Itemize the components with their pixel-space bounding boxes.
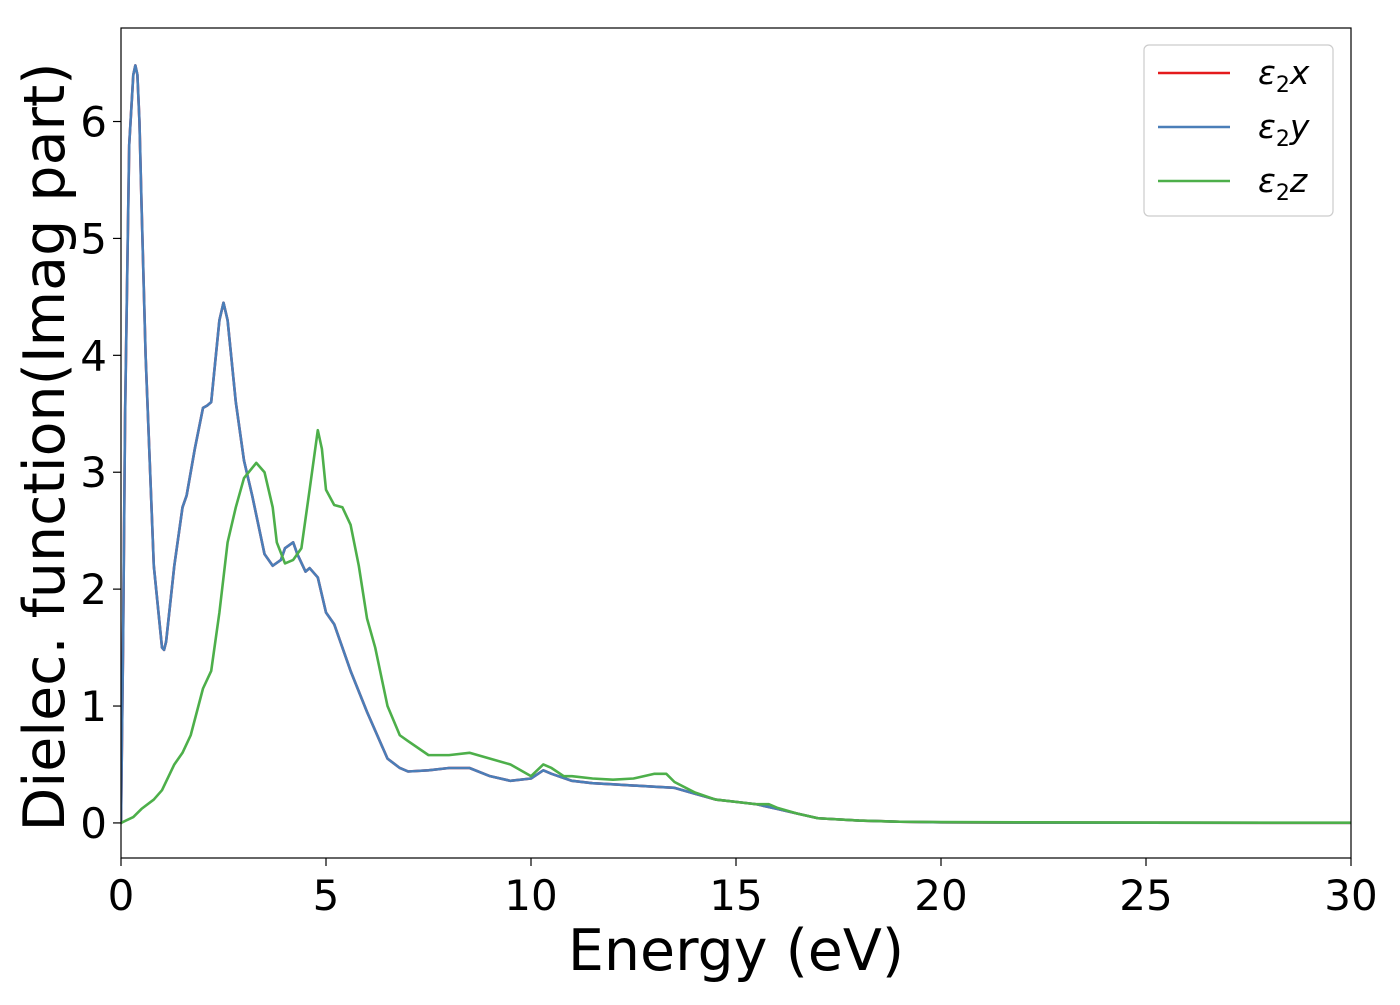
y-tick-label: 5 — [80, 214, 107, 263]
y-axis-title: Dielec. function(Imag part) — [12, 62, 78, 831]
legend-label-x: ε2x — [1258, 53, 1310, 98]
x-tick-label: 30 — [1324, 871, 1377, 920]
y-axis-ticks: 0 1 2 3 4 5 6 — [80, 98, 121, 848]
legend-label-z: ε2z — [1258, 161, 1308, 206]
x-tick-label: 0 — [108, 871, 135, 920]
y-tick-label: 3 — [80, 448, 107, 497]
y-tick-label: 2 — [80, 565, 107, 614]
x-tick-label: 5 — [313, 871, 340, 920]
x-tick-label: 25 — [1119, 871, 1172, 920]
x-axis-title: Energy (eV) — [568, 918, 904, 984]
series-line-z — [121, 428, 1351, 825]
legend-box — [1143, 44, 1334, 217]
x-tick-label: 10 — [504, 871, 557, 920]
y-tick-label: 4 — [80, 331, 107, 380]
y-tick-label: 6 — [80, 98, 107, 147]
x-tick-label: 20 — [914, 871, 967, 920]
y-tick-label: 0 — [80, 799, 107, 848]
x-tick-label: 15 — [709, 871, 762, 920]
series-layer — [121, 64, 1351, 825]
x-axis-ticks: 0 5 10 15 20 25 30 — [108, 858, 1378, 920]
y-tick-label: 1 — [80, 682, 107, 731]
legend-label-y: ε2y — [1258, 107, 1310, 152]
legend: ε2x ε2y ε2z — [1143, 44, 1334, 217]
